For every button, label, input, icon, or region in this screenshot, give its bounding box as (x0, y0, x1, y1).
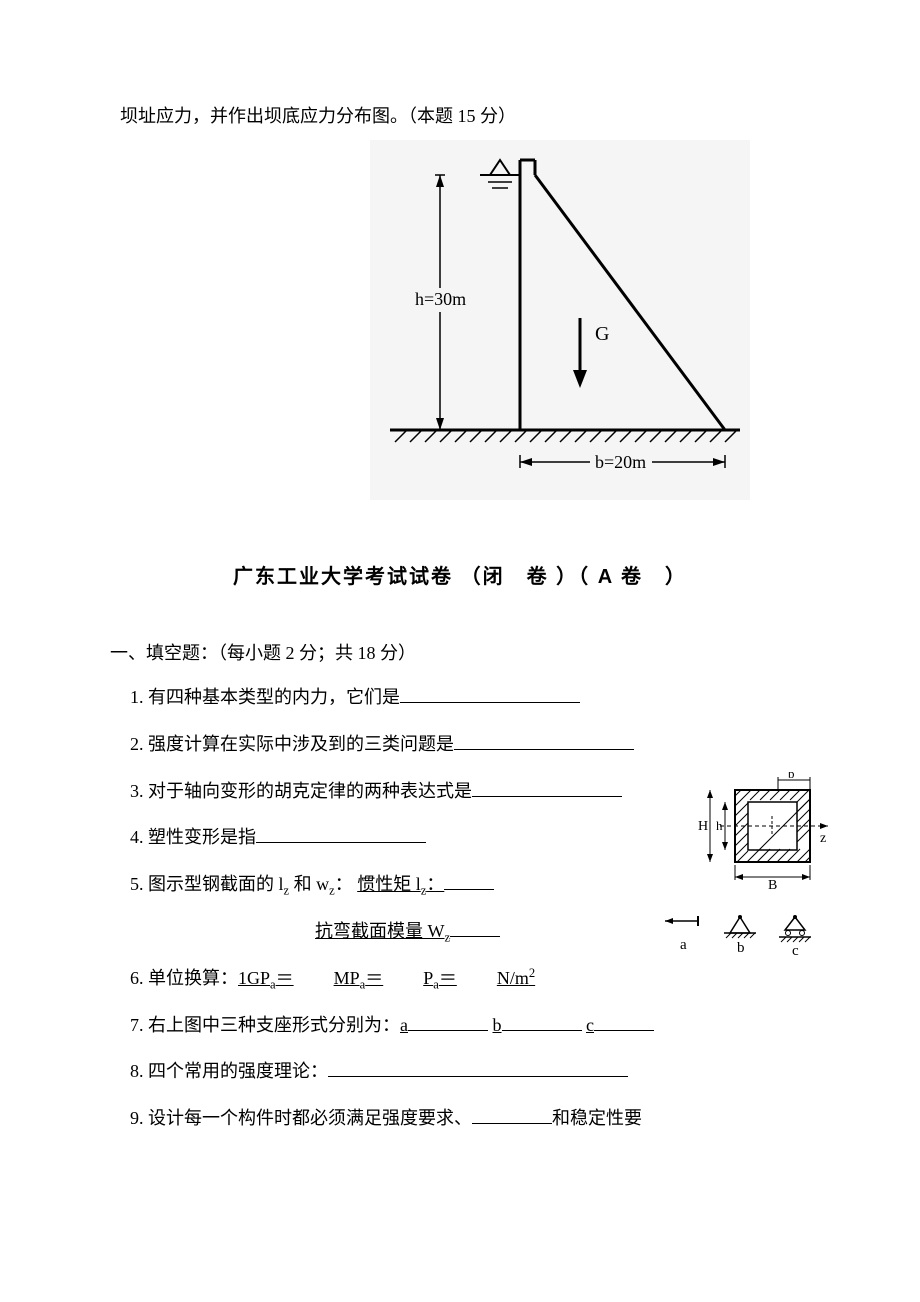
question-8: 8. 四个常用的强度理论： (130, 1048, 800, 1095)
support-c: c (779, 915, 811, 959)
support-b: b (724, 915, 756, 956)
q7-blank-c (594, 1009, 654, 1031)
questions-area: 一、填空题：（每小题 2 分；共 18 分） 1. 有四种基本类型的内力，它们是… (120, 634, 800, 1142)
q7-c: c (586, 1015, 594, 1035)
svg-text:c: c (792, 943, 799, 959)
svg-text:b: b (737, 940, 745, 956)
svg-text:a: a (680, 937, 687, 953)
cross-section-figure: z H h b B (670, 772, 830, 890)
question-7: 7. 右上图中三种支座形式分别为：a b c (130, 1002, 800, 1049)
q8-blank (328, 1056, 628, 1078)
q7-blank-b (502, 1009, 582, 1031)
q9-p1: 9. 设计每一个构件时都必须满足强度要求、 (130, 1108, 472, 1128)
top-problem-text: 坝址应力，并作出坝底应力分布图。（本题 15 分） (120, 100, 800, 132)
dam-svg: h=30m b=20m G (370, 140, 750, 500)
q9-blank (472, 1103, 552, 1125)
svg-text:H: H (698, 819, 708, 834)
q3-text: 3. 对于轴向变形的胡克定律的两种表达式是 (130, 781, 472, 801)
support-a: a (665, 916, 698, 953)
q5-p3: ： (335, 874, 353, 894)
q3-blank (472, 775, 622, 797)
b-label: b=20m (595, 452, 646, 472)
supports-figure: a b c (660, 909, 840, 964)
h-label: h=30m (415, 289, 466, 309)
q1-text: 1. 有四种基本类型的内力，它们是 (130, 687, 400, 707)
q7-blank-a (408, 1009, 488, 1031)
q2-blank (454, 728, 634, 750)
question-1: 1. 有四种基本类型的内力，它们是 (130, 674, 800, 721)
q4-blank (256, 822, 426, 844)
q5-blank2 (450, 915, 500, 937)
dam-diagram: h=30m b=20m G (370, 140, 750, 500)
q5-lz: 惯性矩 lz： (357, 874, 444, 894)
q1-blank (400, 681, 580, 703)
g-label: G (595, 323, 609, 345)
question-2: 2. 强度计算在实际中涉及到的三类问题是 (130, 721, 800, 768)
question-9: 9. 设计每一个构件时都必须满足强度要求、 和稳定性要 (130, 1095, 800, 1142)
svg-text:z: z (820, 831, 826, 846)
q4-text: 4. 塑性变形是指 (130, 827, 256, 847)
q5-blank1 (444, 869, 494, 891)
q5-p2: 和 w (294, 874, 330, 894)
q9-p2: 和稳定性要 (552, 1108, 642, 1128)
exam-title: 广东工业大学考试试卷 （闭 卷 ）（ A 卷 ） (120, 560, 800, 589)
section-one-header: 一、填空题：（每小题 2 分；共 18 分） (110, 634, 800, 674)
q5-sub1: z (284, 884, 290, 898)
q5-wz: 抗弯截面模量 Wz (315, 921, 450, 941)
q6-units: 1GPa＝MPa＝Pa＝N/m2 (238, 968, 535, 988)
q7-b: b (493, 1015, 502, 1035)
q8-text: 8. 四个常用的强度理论： (130, 1061, 328, 1081)
q2-text: 2. 强度计算在实际中涉及到的三类问题是 (130, 734, 454, 754)
q7-a: a (400, 1015, 408, 1035)
q7-p1: 7. 右上图中三种支座形式分别为： (130, 1015, 400, 1035)
q5-p1: 5. 图示型钢截面的 l (130, 874, 284, 894)
q6-p1: 6. 单位换算： (130, 968, 238, 988)
svg-text:h: h (716, 818, 723, 833)
svg-text:b: b (788, 772, 795, 781)
svg-text:B: B (768, 878, 777, 890)
